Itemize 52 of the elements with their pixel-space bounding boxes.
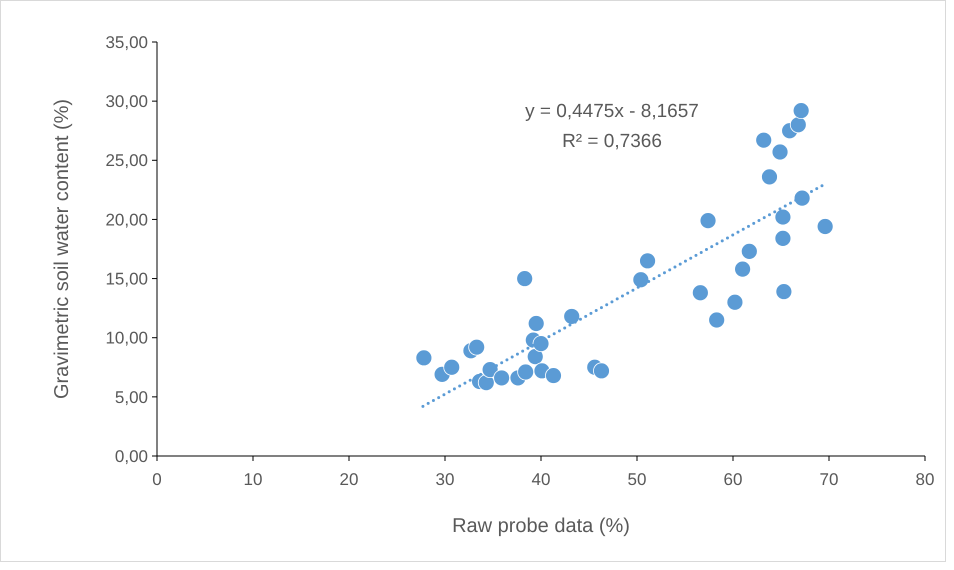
point: [761, 168, 778, 186]
point: [816, 218, 834, 235]
point: [794, 190, 811, 207]
y-tick-label: 20,00: [105, 210, 148, 230]
point: [517, 364, 534, 380]
x-tick-label: 20: [340, 470, 358, 489]
point: [775, 283, 792, 300]
y-tick-label: 5,00: [114, 388, 148, 407]
point: [774, 230, 792, 247]
point: [740, 242, 758, 260]
point: [468, 338, 486, 356]
point: [774, 208, 792, 226]
x-tick-label: 70: [820, 470, 838, 489]
point: [792, 102, 810, 120]
y-tick-label: 30,00: [105, 92, 148, 112]
y-tick-label: 10,00: [105, 328, 148, 348]
point: [692, 284, 709, 302]
point: [443, 358, 460, 376]
point: [532, 335, 550, 352]
point: [700, 212, 716, 230]
point: [632, 271, 650, 288]
x-tick-label: 50: [628, 470, 646, 489]
point: [790, 116, 807, 134]
x-tick-label: 60: [724, 470, 742, 489]
point: [734, 260, 751, 278]
annotation: y = 0,4475x - 8,1657: [525, 101, 699, 122]
point: [593, 362, 610, 380]
x-tick-label: 0: [152, 470, 162, 489]
point: [772, 144, 788, 160]
y-tick-label: 15,00: [105, 270, 148, 289]
point: [528, 315, 545, 332]
point: [563, 308, 580, 325]
x-tick-label: 30: [436, 470, 454, 489]
point: [755, 132, 772, 149]
point: [415, 349, 432, 366]
point: [493, 370, 510, 386]
x-tick-label: 40: [532, 470, 550, 489]
y-axis-title: Gravimetric soil water content (%): [51, 98, 73, 400]
point: [478, 374, 495, 392]
point: [526, 348, 544, 366]
y-tick-label: 25,00: [105, 151, 148, 170]
annotation: R² = 0,7366: [562, 131, 662, 152]
point: [726, 294, 744, 311]
point: [545, 367, 562, 384]
x-tick-label: 10: [244, 470, 262, 489]
y-tick-label: 35,00: [105, 32, 148, 52]
y-tick-label: 0,00: [114, 446, 148, 466]
x-tick-label: 80: [916, 470, 934, 489]
point: [639, 252, 656, 270]
x-axis-title: Raw probe data (%): [452, 515, 630, 537]
point: [708, 312, 726, 328]
point: [516, 270, 534, 287]
